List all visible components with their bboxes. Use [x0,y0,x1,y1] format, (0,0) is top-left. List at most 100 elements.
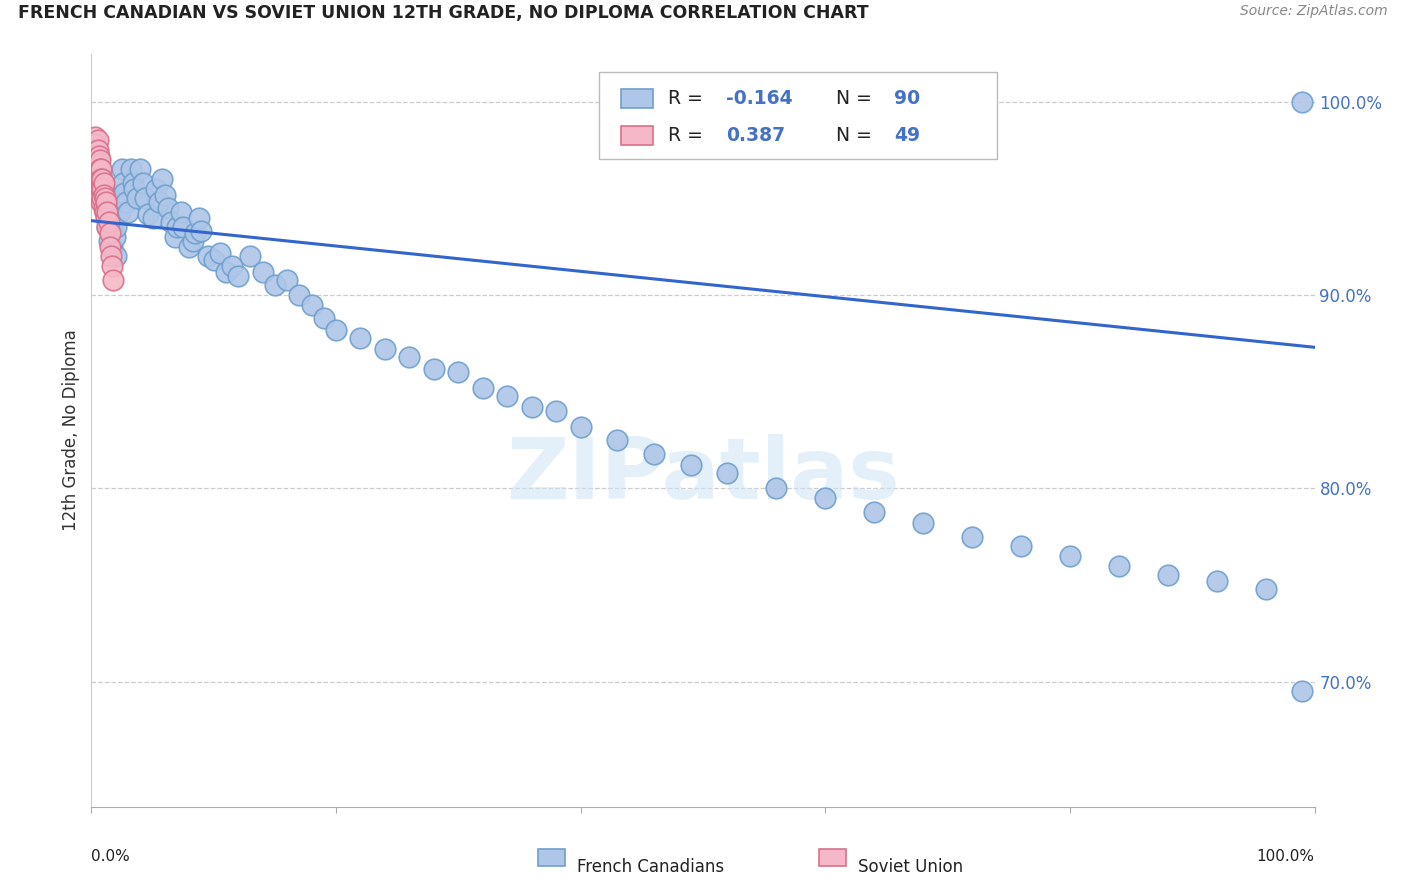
Point [1291,684,1313,698]
Point [172,220,194,235]
Point [94,201,117,215]
Point [93,201,115,215]
Text: Source: ZipAtlas.com: Source: ZipAtlas.com [1240,4,1388,19]
Point [398,350,420,364]
Point [546,404,568,418]
Point [96,220,118,235]
Point [814,491,837,505]
Point [606,433,628,447]
Point [89,153,111,167]
Point [520,401,543,415]
Text: R =: R = [668,89,709,108]
Point [301,298,323,312]
Point [157,201,180,215]
Point [184,226,207,240]
Point [94,187,117,202]
Point [264,278,287,293]
Text: 90: 90 [894,89,920,108]
Point [101,259,124,273]
FancyBboxPatch shape [599,72,997,159]
Point [104,220,127,235]
Point [84,153,107,167]
Point [1205,574,1227,589]
Text: 100.0%: 100.0% [1257,848,1315,863]
Point [148,195,170,210]
Text: FRENCH CANADIAN VS SOVIET UNION 12TH GRADE, NO DIPLOMA CORRELATION CHART: FRENCH CANADIAN VS SOVIET UNION 12TH GRA… [18,4,869,22]
Point [87,186,110,200]
Point [96,220,118,235]
Point [86,133,108,147]
Point [643,447,665,461]
Point [98,224,121,238]
Point [170,205,193,219]
Point [912,516,935,530]
Point [94,205,117,219]
Point [122,182,145,196]
Point [86,166,108,180]
Text: ZIPatlas: ZIPatlas [506,434,900,517]
Point [166,220,188,235]
Point [276,272,298,286]
Point [197,249,219,263]
Point [569,419,592,434]
Point [89,178,111,192]
Point [87,166,110,180]
Point [863,504,886,518]
Point [98,226,121,240]
Point [471,381,494,395]
Point [87,149,110,163]
Point [84,129,107,144]
Point [374,343,396,357]
Point [423,361,446,376]
Point [1157,568,1180,582]
Point [496,389,519,403]
Point [100,249,122,263]
Point [100,211,122,225]
Point [104,230,127,244]
Point [679,458,702,472]
Point [83,153,105,167]
Point [325,323,347,337]
Point [91,182,114,196]
Point [87,157,110,171]
Point [98,240,121,254]
Point [84,157,107,171]
Point [91,192,114,206]
Point [288,288,311,302]
Point [93,176,115,190]
Point [94,195,117,210]
Point [134,192,156,206]
Text: 0.387: 0.387 [727,126,786,145]
Text: Soviet Union: Soviet Union [858,858,963,876]
Point [86,162,108,177]
Point [90,162,112,177]
Text: French Canadians: French Canadians [576,858,724,876]
Point [141,211,163,225]
Point [312,311,335,326]
Point [202,253,225,268]
Point [104,249,127,263]
Point [93,195,115,210]
Point [960,530,983,544]
Point [188,211,211,225]
Point [90,172,112,186]
Point [93,187,115,202]
Point [114,195,136,210]
Point [86,153,108,167]
Point [1108,558,1130,573]
Point [112,186,135,200]
Point [349,330,371,344]
Point [150,172,173,186]
Point [153,187,176,202]
Point [84,166,107,180]
Point [132,176,155,190]
Point [108,205,131,219]
Point [163,230,186,244]
Point [111,162,134,177]
Point [89,192,111,206]
Point [87,176,110,190]
Point [90,172,112,186]
Text: 0.0%: 0.0% [91,848,131,863]
Text: N =: N = [837,126,879,145]
FancyBboxPatch shape [621,88,652,108]
